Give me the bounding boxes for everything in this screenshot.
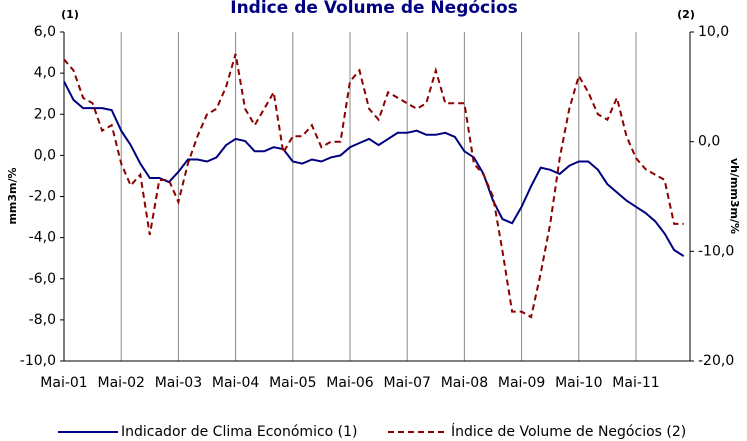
x-tick-label: Mai-09: [498, 375, 545, 391]
series-line: [63, 80, 685, 257]
y2-tick-label: -10,0: [698, 243, 734, 259]
y2-tick-label: 0,0: [698, 134, 720, 150]
y-axis-label: mm3m/%: [6, 167, 19, 224]
x-tick-label: Mai-01: [40, 375, 87, 391]
annotation: (2): [677, 8, 695, 21]
x-tick-label: Mai-04: [212, 375, 260, 391]
chart-title: Índice de Volume de Negócios: [230, 0, 518, 18]
y-tick-label: -2,0: [29, 189, 56, 205]
x-tick-label: Mai-02: [97, 375, 144, 391]
y2-tick-label: 10,0: [698, 24, 729, 40]
series-line: [63, 53, 684, 319]
x-tick-label: Mai-03: [155, 375, 202, 391]
y2-tick-label: -20,0: [698, 353, 734, 369]
x-tick-label: Mai-05: [269, 375, 316, 391]
y-tick-label: -8,0: [29, 312, 56, 328]
annotation: (1): [61, 8, 79, 21]
y-tick-label: -4,0: [29, 230, 56, 246]
y-tick-label: -10,0: [20, 353, 56, 369]
y-tick-label: 6,0: [34, 24, 56, 40]
y-tick-label: 2,0: [34, 106, 56, 122]
x-tick-label: Mai-11: [612, 375, 659, 391]
legend-label: Índice de Volume de Negócios (2): [451, 423, 686, 440]
y-tick-label: 4,0: [34, 65, 56, 81]
legend-label: Indicador de Clima Económico (1): [121, 424, 358, 440]
y-tick-label: 0,0: [34, 147, 56, 163]
x-tick-label: Mai-08: [441, 375, 488, 391]
y2-axis-label: vh/mm3m/%: [728, 158, 741, 234]
y-tick-label: -6,0: [29, 271, 56, 287]
x-tick-label: Mai-07: [383, 375, 430, 391]
x-tick-label: Mai-10: [555, 375, 602, 391]
x-tick-label: Mai-06: [326, 375, 374, 391]
